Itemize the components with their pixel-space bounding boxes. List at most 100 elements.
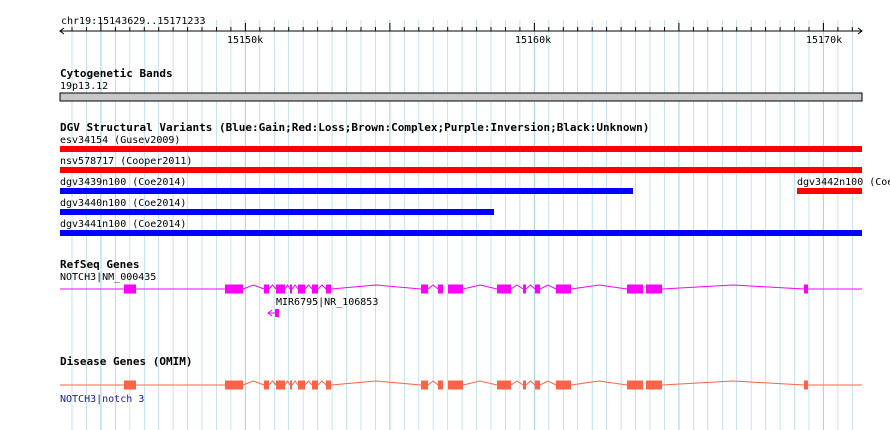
gene-exon [276,284,285,294]
gene-exon [124,284,136,294]
gene-exon [421,284,428,294]
gene-intron-hat [462,284,498,290]
gene-exon [312,380,318,390]
dgv-label-dgv3442n100[interactable]: dgv3442n100 (Coe2014) [797,177,890,188]
gene-exon [276,380,285,390]
gene-exon [646,284,662,294]
gene-exon [535,284,540,294]
locus-label: chr19:15143629..15171233 [61,16,206,27]
ruler-ticks [71,23,853,31]
gene-exon [438,380,443,390]
gene-exon [438,284,443,294]
gene-intron-hat [539,380,557,386]
gene-intron-hat [661,284,805,290]
gene-exon [556,284,571,294]
ruler-tick-label-15170k: 15170k [806,35,843,46]
gene-exon [556,380,571,390]
refseq-gene-notch3[interactable] [60,284,862,294]
gene-intron-hat [427,284,439,290]
gene-intron-hat [242,380,265,386]
cytoband-label: 19p13.12 [60,81,109,92]
ruler-right-arrow [857,27,863,35]
ruler-left-arrow [59,27,65,35]
gene-intron-hat [330,284,422,290]
ruler-tick-label-15160k: 15160k [515,35,552,46]
dgv-bar-esv34154[interactable] [60,146,862,152]
gene-exon [124,380,136,390]
gene-intron-hat [539,284,557,290]
gene-intron-hat [510,284,524,290]
gene-exon [290,380,292,390]
gene-exon [264,380,269,390]
dgv-bar-dgv3439n100[interactable] [60,188,633,194]
mir6795-exon [275,309,279,317]
ruler-tick-label-15150k: 15150k [227,35,264,46]
gene-exon [298,380,305,390]
gene-intron-hat [291,380,299,386]
cytoband-track-title: Cytogenetic Bands [60,67,173,80]
gene-exon [290,284,292,294]
dgv-label-nsv578717[interactable]: nsv578717 (Cooper2011) [60,156,193,167]
gene-intron-hat [525,284,536,290]
gene-intron-hat [570,380,628,386]
gene-exon [326,284,331,294]
dgv-label-dgv3440n100[interactable]: dgv3440n100 (Coe2014) [60,198,187,209]
gene-intron-hat [661,380,805,386]
ruler [59,23,863,35]
gene-exon [627,380,643,390]
gene-exon [448,284,463,294]
dgv-label-dgv3439n100[interactable]: dgv3439n100 (Coe2014) [60,177,187,188]
gene-intron-hat [427,380,439,386]
omim-label-notch3[interactable]: NOTCH3|notch 3 [60,394,145,405]
gene-intron-hat [284,380,291,386]
refseq-label-mir6795[interactable]: MIR6795|NR_106853 [276,297,379,308]
gene-intron-hat [304,380,313,386]
gene-exon [523,380,526,390]
gene-exon [804,380,808,390]
gene-intron-hat [570,284,628,290]
gene-exon [312,284,318,294]
omim-track-title: Disease Genes (OMIM) [60,355,193,368]
gene-exon [448,380,463,390]
gene-exon [497,380,511,390]
gene-intron-hat [317,284,327,290]
gene-exon [646,380,662,390]
gene-intron-hat [462,380,498,386]
dgv-bar-dgv3440n100[interactable] [60,209,494,215]
gene-exon [264,284,269,294]
gene-exon [225,380,243,390]
dgv-track-title: DGV Structural Variants (Blue:Gain;Red:L… [60,121,650,134]
gene-exon [225,284,243,294]
omim-gene-notch3[interactable] [60,380,862,390]
gene-exon [421,380,428,390]
mir6795-strand-arrow-icon [267,309,273,317]
gene-intron-hat [525,380,536,386]
gene-exon [298,284,305,294]
gene-exon [804,284,808,294]
dgv-bar-dgv3442n100[interactable] [797,188,862,194]
refseq-track-title: RefSeq Genes [60,258,140,271]
dgv-label-dgv3441n100[interactable]: dgv3441n100 (Coe2014) [60,219,187,230]
gene-intron-hat [268,380,277,386]
dgv-label-esv34154[interactable]: esv34154 (Gusev2009) [60,135,181,146]
gene-exon [535,380,540,390]
gene-exon [627,284,643,294]
gene-intron-hat [510,380,524,386]
dgv-bar-nsv578717[interactable] [60,167,862,173]
cytoband-bar[interactable] [59,92,863,102]
gene-exon [326,380,331,390]
refseq-gene-mir6795[interactable] [267,309,279,317]
gene-intron-hat [317,380,327,386]
gene-exon [497,284,511,294]
refseq-label-notch3[interactable]: NOTCH3|NM_000435 [60,272,157,283]
dgv-bar-dgv3441n100[interactable] [60,230,862,236]
gene-intron-hat [268,284,277,290]
gene-intron-hat [284,284,291,290]
gene-intron-hat [242,284,265,290]
gene-exon [523,284,526,294]
grid-lines [71,20,853,430]
gene-intron-hat [291,284,299,290]
gene-intron-hat [304,284,313,290]
gene-intron-hat [330,380,422,386]
